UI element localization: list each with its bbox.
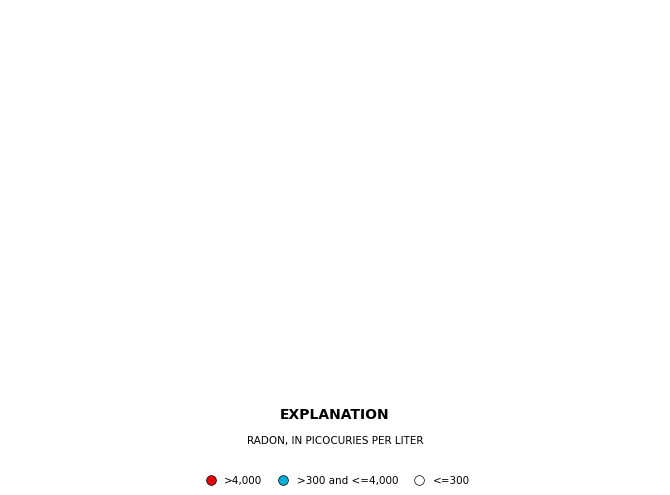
Text: EXPLANATION: EXPLANATION	[280, 408, 390, 422]
Legend: >4,000, >300 and <=4,000, <=300: >4,000, >300 and <=4,000, <=300	[196, 471, 474, 490]
Text: RADON, IN PICOCURIES PER LITER: RADON, IN PICOCURIES PER LITER	[247, 436, 423, 446]
